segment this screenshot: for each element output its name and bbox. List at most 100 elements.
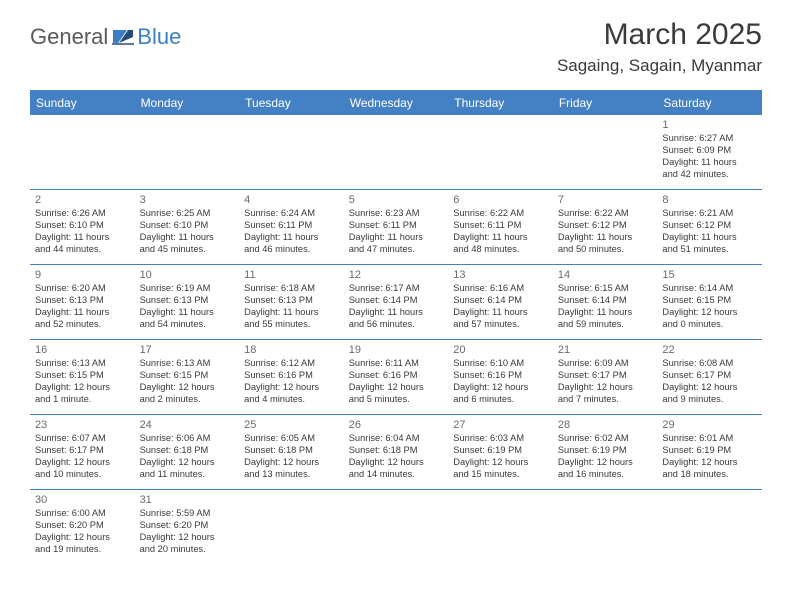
daylight-text: and 54 minutes.: [140, 319, 235, 331]
daylight-text: Daylight: 11 hours: [349, 307, 444, 319]
daylight-text: and 9 minutes.: [662, 394, 757, 406]
sunset-text: Sunset: 6:16 PM: [349, 370, 444, 382]
sunset-text: Sunset: 6:19 PM: [558, 445, 653, 457]
day-cell: 26Sunrise: 6:04 AMSunset: 6:18 PMDayligh…: [344, 415, 449, 489]
sunrise-text: Sunrise: 6:15 AM: [558, 283, 653, 295]
day-number: 20: [453, 343, 548, 357]
day-cell: 17Sunrise: 6:13 AMSunset: 6:15 PMDayligh…: [135, 340, 240, 414]
day-cell: [344, 490, 449, 565]
daylight-text: and 19 minutes.: [35, 544, 130, 556]
sunset-text: Sunset: 6:15 PM: [35, 370, 130, 382]
daylight-text: and 14 minutes.: [349, 469, 444, 481]
sunset-text: Sunset: 6:18 PM: [244, 445, 339, 457]
location-subtitle: Sagaing, Sagain, Myanmar: [557, 56, 762, 76]
day-cell: 28Sunrise: 6:02 AMSunset: 6:19 PMDayligh…: [553, 415, 658, 489]
sunrise-text: Sunrise: 6:05 AM: [244, 433, 339, 445]
daylight-text: Daylight: 12 hours: [558, 457, 653, 469]
sunset-text: Sunset: 6:10 PM: [35, 220, 130, 232]
sunrise-text: Sunrise: 6:25 AM: [140, 208, 235, 220]
daylight-text: Daylight: 12 hours: [35, 457, 130, 469]
daylight-text: and 11 minutes.: [140, 469, 235, 481]
day-number: 10: [140, 268, 235, 282]
day-number: 12: [349, 268, 444, 282]
day-number: 5: [349, 193, 444, 207]
sunset-text: Sunset: 6:13 PM: [244, 295, 339, 307]
day-cell: 13Sunrise: 6:16 AMSunset: 6:14 PMDayligh…: [448, 265, 553, 339]
day-number: 2: [35, 193, 130, 207]
day-number: 29: [662, 418, 757, 432]
sunset-text: Sunset: 6:13 PM: [35, 295, 130, 307]
logo-text-general: General: [30, 24, 108, 50]
day-cell: [553, 115, 658, 189]
day-cell: 7Sunrise: 6:22 AMSunset: 6:12 PMDaylight…: [553, 190, 658, 264]
sunrise-text: Sunrise: 6:17 AM: [349, 283, 444, 295]
daylight-text: Daylight: 12 hours: [140, 382, 235, 394]
daylight-text: Daylight: 12 hours: [35, 532, 130, 544]
daylight-text: Daylight: 12 hours: [453, 457, 548, 469]
day-cell: 10Sunrise: 6:19 AMSunset: 6:13 PMDayligh…: [135, 265, 240, 339]
day-number: 22: [662, 343, 757, 357]
day-cell: 29Sunrise: 6:01 AMSunset: 6:19 PMDayligh…: [657, 415, 762, 489]
day-cell: 24Sunrise: 6:06 AMSunset: 6:18 PMDayligh…: [135, 415, 240, 489]
day-number: 3: [140, 193, 235, 207]
day-cell: 25Sunrise: 6:05 AMSunset: 6:18 PMDayligh…: [239, 415, 344, 489]
sunset-text: Sunset: 6:17 PM: [662, 370, 757, 382]
daylight-text: and 56 minutes.: [349, 319, 444, 331]
sunrise-text: Sunrise: 6:01 AM: [662, 433, 757, 445]
daylight-text: Daylight: 12 hours: [140, 532, 235, 544]
day-number: 11: [244, 268, 339, 282]
sunset-text: Sunset: 6:14 PM: [558, 295, 653, 307]
day-cell: [553, 490, 658, 565]
day-number: 1: [662, 118, 757, 132]
day-cell: 20Sunrise: 6:10 AMSunset: 6:16 PMDayligh…: [448, 340, 553, 414]
sunrise-text: Sunrise: 6:02 AM: [558, 433, 653, 445]
daylight-text: Daylight: 12 hours: [349, 382, 444, 394]
day-cell: 27Sunrise: 6:03 AMSunset: 6:19 PMDayligh…: [448, 415, 553, 489]
daylight-text: Daylight: 11 hours: [349, 232, 444, 244]
day-number: 4: [244, 193, 339, 207]
day-number: 31: [140, 493, 235, 507]
day-number: 13: [453, 268, 548, 282]
sunset-text: Sunset: 6:19 PM: [453, 445, 548, 457]
day-cell: [344, 115, 449, 189]
day-cell: [239, 115, 344, 189]
day-number: 28: [558, 418, 653, 432]
day-number: 25: [244, 418, 339, 432]
sunrise-text: Sunrise: 6:23 AM: [349, 208, 444, 220]
day-cell: 9Sunrise: 6:20 AMSunset: 6:13 PMDaylight…: [30, 265, 135, 339]
day-cell: 14Sunrise: 6:15 AMSunset: 6:14 PMDayligh…: [553, 265, 658, 339]
daylight-text: Daylight: 11 hours: [662, 157, 757, 169]
daylight-text: Daylight: 12 hours: [244, 457, 339, 469]
sunset-text: Sunset: 6:15 PM: [140, 370, 235, 382]
day-cell: 2Sunrise: 6:26 AMSunset: 6:10 PMDaylight…: [30, 190, 135, 264]
day-cell: 12Sunrise: 6:17 AMSunset: 6:14 PMDayligh…: [344, 265, 449, 339]
sunset-text: Sunset: 6:20 PM: [140, 520, 235, 532]
logo: General Blue: [30, 24, 181, 50]
daylight-text: and 57 minutes.: [453, 319, 548, 331]
day-cell: 5Sunrise: 6:23 AMSunset: 6:11 PMDaylight…: [344, 190, 449, 264]
sunset-text: Sunset: 6:11 PM: [453, 220, 548, 232]
daylight-text: and 45 minutes.: [140, 244, 235, 256]
daylight-text: and 59 minutes.: [558, 319, 653, 331]
sunset-text: Sunset: 6:11 PM: [244, 220, 339, 232]
daylight-text: Daylight: 11 hours: [558, 307, 653, 319]
flag-icon: [112, 28, 134, 46]
day-number: 23: [35, 418, 130, 432]
week-row: 2Sunrise: 6:26 AMSunset: 6:10 PMDaylight…: [30, 190, 762, 265]
day-cell: [135, 115, 240, 189]
daylight-text: and 15 minutes.: [453, 469, 548, 481]
day-cell: 31Sunrise: 5:59 AMSunset: 6:20 PMDayligh…: [135, 490, 240, 565]
day-cell: 18Sunrise: 6:12 AMSunset: 6:16 PMDayligh…: [239, 340, 344, 414]
sunrise-text: Sunrise: 6:21 AM: [662, 208, 757, 220]
day-cell: 21Sunrise: 6:09 AMSunset: 6:17 PMDayligh…: [553, 340, 658, 414]
daylight-text: and 46 minutes.: [244, 244, 339, 256]
week-row: 16Sunrise: 6:13 AMSunset: 6:15 PMDayligh…: [30, 340, 762, 415]
sunset-text: Sunset: 6:17 PM: [558, 370, 653, 382]
sunset-text: Sunset: 6:14 PM: [349, 295, 444, 307]
day-number: 30: [35, 493, 130, 507]
week-row: 9Sunrise: 6:20 AMSunset: 6:13 PMDaylight…: [30, 265, 762, 340]
daylight-text: and 48 minutes.: [453, 244, 548, 256]
sunrise-text: Sunrise: 6:09 AM: [558, 358, 653, 370]
sunrise-text: Sunrise: 5:59 AM: [140, 508, 235, 520]
daylight-text: and 1 minute.: [35, 394, 130, 406]
